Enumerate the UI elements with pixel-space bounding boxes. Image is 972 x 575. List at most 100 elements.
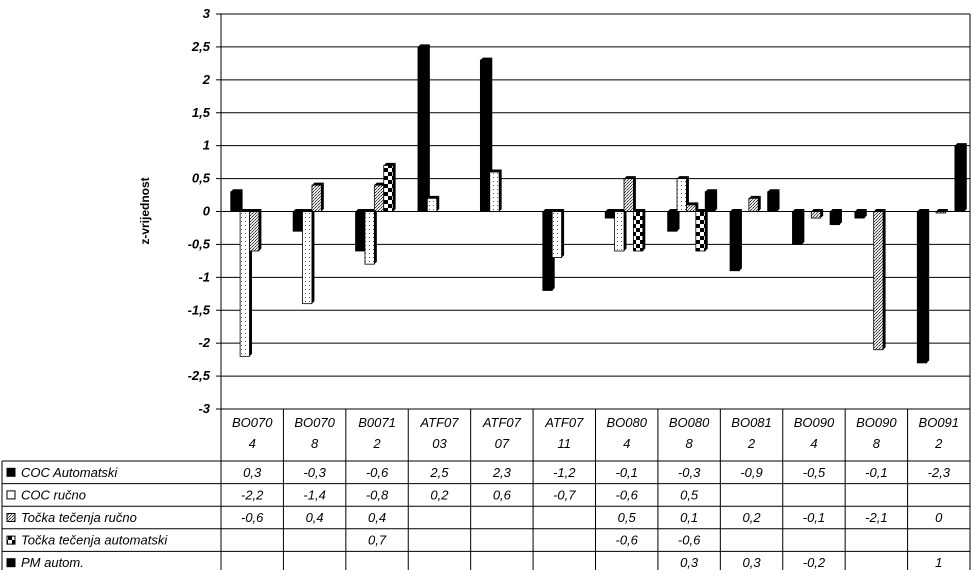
- x-tick-label: 4: [623, 436, 630, 451]
- bar: [668, 212, 677, 232]
- bar: [231, 192, 240, 212]
- bar: [374, 185, 383, 211]
- x-tick-label: 8: [686, 436, 694, 451]
- data-label: 0,5: [680, 487, 699, 502]
- bar: [427, 198, 436, 211]
- x-tick-label: 8: [311, 436, 319, 451]
- x-tick-label: 4: [249, 436, 256, 451]
- bar: [730, 212, 739, 271]
- data-label: 0,7: [368, 533, 387, 548]
- legend-label: COC Automatski: [21, 465, 118, 480]
- y-axis: 32,521,510,50-0,5-1-1,5-2-2,5-3: [188, 6, 970, 416]
- bar: [811, 212, 820, 219]
- legend-label: PM autom.: [21, 555, 84, 570]
- bar: [696, 212, 705, 252]
- y-tick-label: -1: [198, 269, 210, 284]
- data-label: -0,5: [803, 465, 826, 480]
- bar: [917, 212, 926, 363]
- x-tick-label: BO070: [232, 415, 273, 430]
- x-tick-label: BO091: [919, 415, 959, 430]
- bar: [303, 212, 312, 304]
- data-label: -0,1: [865, 465, 887, 480]
- bar: [250, 212, 259, 252]
- data-label: 0,6: [493, 487, 512, 502]
- data-label: 0,3: [243, 465, 262, 480]
- data-label: 0,1: [680, 510, 698, 525]
- y-tick-label: -2: [198, 335, 210, 350]
- y-tick-label: -1,5: [188, 302, 211, 317]
- x-tick-label: BO090: [794, 415, 835, 430]
- bar: [552, 212, 561, 258]
- bar: [356, 212, 365, 252]
- bars: [231, 44, 967, 363]
- x-tick-label: 2: [747, 436, 756, 451]
- bar: [605, 212, 614, 219]
- x-tick-label: 2: [372, 436, 381, 451]
- data-label: -2,2: [241, 487, 264, 502]
- legend-key: [7, 468, 15, 476]
- data-label: 0,3: [743, 555, 762, 570]
- data-label: 0,3: [680, 555, 699, 570]
- data-label: 2,3: [492, 465, 512, 480]
- bar: [768, 192, 777, 212]
- y-tick-label: 2,5: [191, 39, 211, 54]
- bar: [874, 212, 883, 350]
- data-label: -0,2: [803, 555, 826, 570]
- data-label: -0,7: [553, 487, 576, 502]
- bar: [365, 212, 374, 265]
- x-tick-label: BO080: [669, 415, 710, 430]
- bar: [749, 198, 758, 211]
- legend-key: [7, 536, 15, 544]
- bar: [312, 185, 321, 211]
- bar: [686, 205, 695, 212]
- legend-label: COC ručno: [21, 487, 86, 502]
- bar: [480, 60, 489, 211]
- bar: [855, 212, 864, 219]
- data-label: 0,2: [743, 510, 762, 525]
- bar: [633, 212, 642, 252]
- data-label: -0,6: [616, 487, 639, 502]
- x-tick-label: BO081: [731, 415, 771, 430]
- x-tick-label: BO070: [294, 415, 335, 430]
- data-label: 0,2: [430, 487, 449, 502]
- x-tick-label: ATF07: [482, 415, 522, 430]
- data-label: -1,4: [303, 487, 325, 502]
- data-label: 0: [935, 510, 943, 525]
- y-tick-label: -2,5: [188, 368, 211, 383]
- data-label: 0,4: [368, 510, 386, 525]
- data-label: -0,6: [241, 510, 264, 525]
- legend-key: [7, 559, 15, 567]
- data-label: -0,1: [803, 510, 825, 525]
- legend-label: Točka tečenja automatski: [21, 533, 168, 548]
- x-tick-label: BO080: [606, 415, 647, 430]
- data-label: -1,2: [553, 465, 576, 480]
- bar: [705, 192, 714, 212]
- y-tick-label: 0: [203, 204, 211, 219]
- bar: [418, 47, 427, 212]
- bar: [624, 179, 633, 212]
- bar: [830, 212, 839, 225]
- bar: [240, 212, 249, 357]
- x-tick-label: 4: [810, 436, 817, 451]
- y-tick-label: 1,5: [192, 105, 211, 120]
- y-tick-label: -0,5: [188, 236, 211, 251]
- x-tick-label: 11: [558, 436, 572, 451]
- bar: [615, 212, 624, 252]
- data-label: 0,5: [618, 510, 637, 525]
- y-tick-label: 2: [202, 72, 211, 87]
- y-axis-label: z-vrijednost: [138, 177, 152, 244]
- data-label: -0,6: [678, 533, 701, 548]
- bar: [955, 146, 964, 212]
- x-tick-label: B0071: [358, 415, 396, 430]
- legend-key: [7, 514, 15, 522]
- data-label: -0,9: [740, 465, 762, 480]
- data-label: -0,6: [616, 533, 639, 548]
- y-tick-label: 0,5: [192, 171, 211, 186]
- x-tick-label: 03: [432, 436, 447, 451]
- bar: [490, 172, 499, 212]
- data-label: -2,1: [865, 510, 887, 525]
- bar: [543, 212, 552, 291]
- data-label: -2,3: [928, 465, 951, 480]
- x-tick-label: ATF07: [419, 415, 459, 430]
